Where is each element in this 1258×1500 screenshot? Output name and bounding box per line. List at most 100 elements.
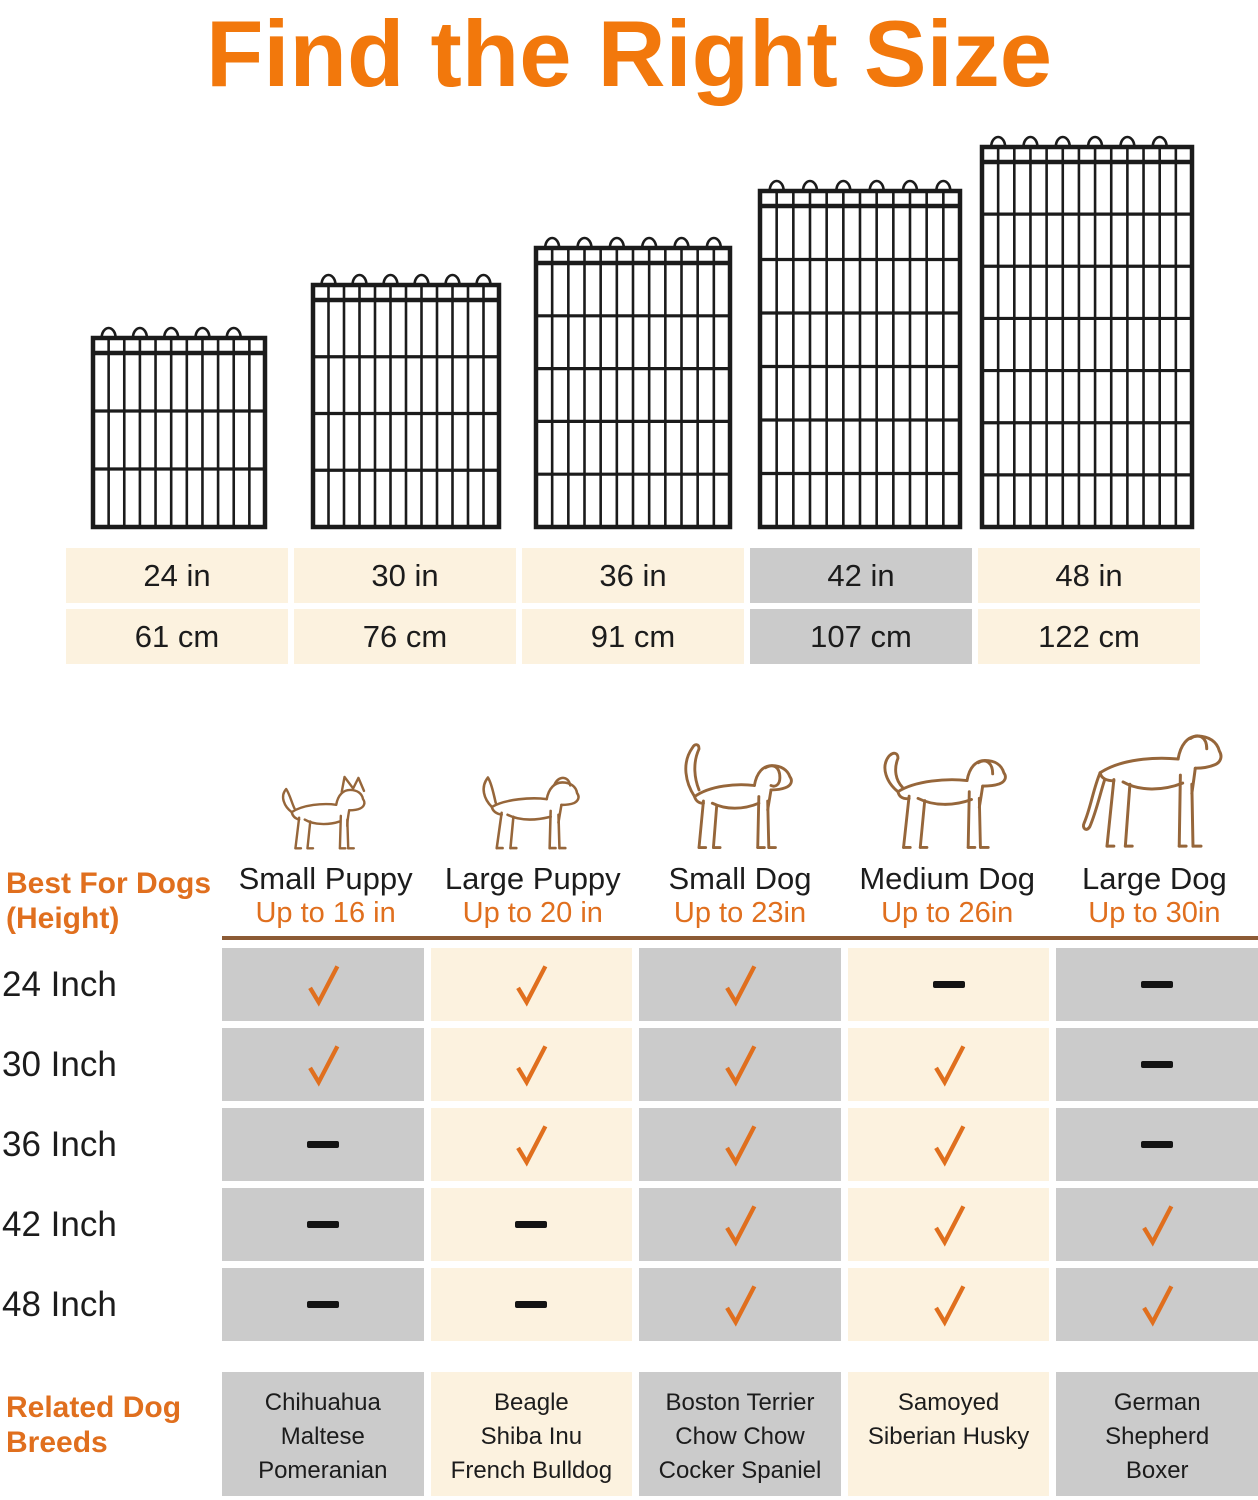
- dash-icon: [515, 1301, 548, 1308]
- breed-cell-col4: Samoyed Siberian Husky: [847, 1372, 1050, 1496]
- check-icon: [725, 1044, 757, 1087]
- check-icon: [725, 1204, 757, 1247]
- size-cell-48in-inches: 48 in: [978, 548, 1200, 603]
- page-title: Find the Right Size: [206, 1, 1052, 106]
- medium-dog-labrador-outline-icon: [883, 751, 1007, 849]
- check-icon: [725, 1124, 757, 1167]
- wire-panel-48in: [979, 135, 1194, 530]
- dash-icon: [515, 1221, 548, 1228]
- dash-icon: [306, 1221, 339, 1228]
- size-cell-24in-inches: 24 in: [66, 548, 288, 603]
- check-icon: [308, 1044, 340, 1087]
- breed-cell-col2: Beagle Shiba Inu French Bulldog: [430, 1372, 633, 1496]
- col-header-large-dog: Large Dog Up to 30in: [1051, 861, 1258, 929]
- breed-name: Chow Chow: [675, 1423, 805, 1451]
- matrix-cell-30inch-col3-check: [639, 1028, 841, 1101]
- large-puppy-terrier-outline-icon: [482, 776, 580, 850]
- matrix-row-label: 36 Inch: [2, 1124, 117, 1164]
- matrix-cell-42inch-col1-dash: [222, 1188, 424, 1261]
- large-dog-shepherd-outline-icon: [1082, 734, 1223, 848]
- matrix-cell-24inch-col5-dash: [1056, 948, 1258, 1021]
- matrix-cell-42inch-col4-check: [847, 1188, 1050, 1261]
- breed-name: Pomeranian: [258, 1457, 388, 1485]
- matrix-cell-30inch-col2-check: [430, 1028, 633, 1101]
- check-icon: [725, 1284, 757, 1327]
- matrix-row: 42 Inch: [0, 1188, 1258, 1261]
- size-cell-36in-cm: 91 cm: [522, 609, 744, 664]
- check-icon: [933, 1284, 965, 1327]
- dog-type-headers: Small Puppy Up to 16 in Large Puppy Up to 2…: [222, 861, 1258, 929]
- dash-icon: [1141, 1141, 1174, 1148]
- dash-icon: [1141, 1061, 1174, 1068]
- dog-height-limit: Up to 16 in: [255, 896, 396, 929]
- breed-name: Maltese: [280, 1423, 365, 1451]
- dash-icon: [306, 1301, 339, 1308]
- check-icon: [933, 1044, 965, 1087]
- panel-size-table: 24 in 30 in 36 in 42 in 48 in 61 cm 76 cm 91 cm…: [66, 548, 1200, 664]
- dog-type-name: Medium Dog: [859, 861, 1036, 896]
- size-compatibility-matrix: 24 Inch 30 Inch 36 Inch 42 Inch 48 Inch: [0, 948, 1258, 1348]
- breed-name: Cocker Spaniel: [658, 1457, 822, 1485]
- check-icon: [308, 964, 340, 1007]
- panel-slot: [293, 272, 520, 530]
- matrix-row-label: 48 Inch: [2, 1284, 117, 1324]
- wire-panels-row: [66, 128, 1200, 530]
- dog-height-limit: Up to 30in: [1088, 896, 1221, 929]
- size-cell-30in-cm: 76 cm: [294, 609, 516, 664]
- matrix-cell-30inch-col5-dash: [1056, 1028, 1258, 1101]
- size-cell-30in-inches: 30 in: [294, 548, 516, 603]
- size-cell-48in-cm: 122 cm: [978, 609, 1200, 664]
- header-divider-rule: [222, 936, 1258, 940]
- wire-panel-42in: [757, 179, 963, 530]
- matrix-row-label: 30 Inch: [2, 1044, 117, 1084]
- check-icon: [1142, 1284, 1174, 1327]
- matrix-cell-24inch-col1-check: [222, 948, 424, 1021]
- matrix-cell-24inch-col4-dash: [847, 948, 1050, 1021]
- matrix-cell-30inch-col4-check: [847, 1028, 1050, 1101]
- dash-icon: [1141, 981, 1174, 988]
- breed-name: Chihuahua: [264, 1389, 381, 1416]
- size-cell-36in-inches: 36 in: [522, 548, 744, 603]
- breed-name: Siberian Husky: [867, 1423, 1030, 1451]
- dog-height-limit: Up to 26in: [881, 896, 1014, 929]
- matrix-row-label: 42 Inch: [2, 1204, 117, 1244]
- breed-cell-col5: German Shepherd Boxer: [1056, 1372, 1258, 1496]
- panel-slot: [973, 134, 1200, 530]
- matrix-cell-24inch-col3-check: [639, 948, 841, 1021]
- col-header-medium-dog: Medium Dog Up to 26in: [844, 861, 1051, 929]
- matrix-cell-48inch-col4-check: [847, 1268, 1050, 1341]
- small-dog-beagle-outline-icon: [684, 743, 793, 849]
- dog-type-name: Small Dog: [668, 861, 812, 896]
- matrix-cell-48inch-col2-dash: [430, 1268, 633, 1341]
- breed-name: Shiba Inu: [480, 1423, 583, 1451]
- breed-name: Beagle: [494, 1389, 569, 1416]
- matrix-cell-48inch-col5-check: [1056, 1268, 1258, 1341]
- dash-icon: [306, 1141, 339, 1148]
- breed-cell-col3: Boston Terrier Chow Chow Cocker Spaniel: [639, 1372, 841, 1496]
- dog-type-name: Small Puppy: [238, 861, 413, 896]
- matrix-cell-36inch-col5-dash: [1056, 1108, 1258, 1181]
- col-header-small-puppy: Small Puppy Up to 16 in: [222, 861, 429, 929]
- check-icon: [725, 964, 757, 1007]
- matrix-row: 36 Inch: [0, 1108, 1258, 1181]
- matrix-cell-36inch-col2-check: [430, 1108, 633, 1181]
- matrix-row: 48 Inch: [0, 1268, 1258, 1341]
- small-puppy-chihuahua-outline-icon: [281, 775, 366, 850]
- matrix-cell-36inch-col4-check: [847, 1108, 1050, 1181]
- size-cell-42in-inches: 42 in: [750, 548, 972, 603]
- check-icon: [516, 1124, 548, 1167]
- dog-height-limit: Up to 23in: [673, 896, 807, 929]
- dog-silhouettes-row: [222, 682, 1258, 852]
- dog-height-limit: Up to 20 in: [462, 896, 603, 929]
- matrix-cell-42inch-col3-check: [639, 1188, 841, 1261]
- matrix-cell-42inch-col5-check: [1056, 1188, 1258, 1261]
- check-icon: [933, 1124, 965, 1167]
- breed-name: Shepherd: [1105, 1423, 1210, 1451]
- wire-panel-30in: [310, 273, 502, 530]
- breed-name: Samoyed: [897, 1389, 1000, 1416]
- dog-type-name: Large Puppy: [444, 861, 621, 896]
- check-icon: [933, 1204, 965, 1247]
- size-cell-42in-cm: 107 cm: [750, 609, 972, 664]
- breed-name: Boston Terrier: [665, 1389, 815, 1416]
